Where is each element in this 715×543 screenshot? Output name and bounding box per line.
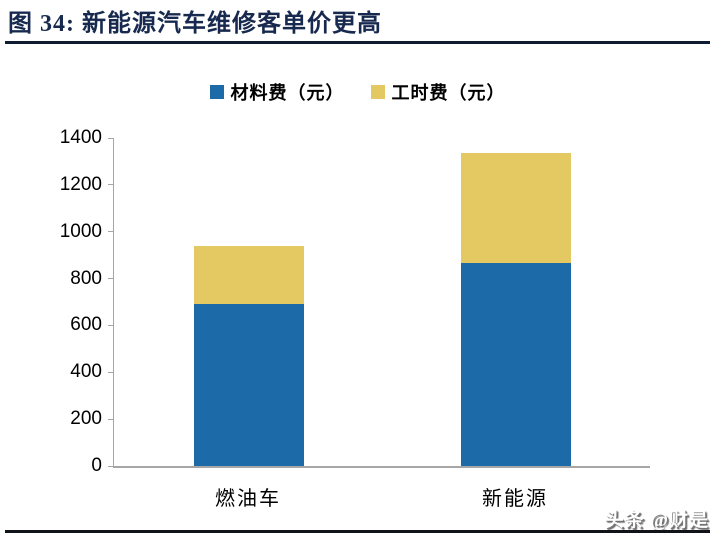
legend-item-labor: 工时费（元）	[370, 79, 506, 105]
y-tick-label: 800	[70, 267, 102, 289]
y-tick-mark	[108, 278, 114, 280]
bar-segment-material	[194, 304, 304, 466]
y-tick-mark	[108, 231, 114, 233]
legend-swatch-material-icon	[209, 85, 224, 99]
legend-label-material: 材料费（元）	[230, 83, 345, 103]
y-tick-mark	[108, 418, 114, 420]
legend-swatch-labor-icon	[370, 85, 385, 99]
y-tick-label: 200	[70, 408, 102, 430]
bar-segment-labor	[461, 153, 571, 264]
bottom-divider	[5, 530, 710, 533]
chart-legend: 材料费（元） 工时费（元）	[0, 79, 715, 105]
bar-segment-labor	[194, 245, 304, 305]
chart-title: 图 34: 新能源汽车维修客单价更高	[8, 11, 382, 37]
plot-area	[108, 137, 650, 468]
y-tick-label: 1000	[59, 220, 102, 242]
bar-segment-material	[461, 263, 571, 466]
legend-label-labor: 工时费（元）	[391, 83, 506, 103]
stacked-bar-fuel-vehicle	[194, 245, 304, 466]
y-tick-label: 1200	[59, 173, 102, 195]
y-tick-mark	[108, 137, 114, 139]
x-axis-label-fuel-vehicle: 燃油车	[215, 488, 281, 510]
title-underline	[5, 41, 710, 44]
y-tick-label: 400	[70, 361, 102, 383]
watermark-toutiao: 头条 @财是	[604, 510, 709, 531]
x-axis-label-new-energy: 新能源	[482, 488, 548, 510]
y-tick-label: 600	[70, 314, 102, 336]
legend-item-material: 材料费（元）	[209, 79, 345, 105]
y-tick-mark	[108, 371, 114, 373]
y-tick-label: 1400	[59, 127, 102, 148]
y-tick-label: 0	[91, 455, 102, 476]
stacked-bar-new-energy	[461, 153, 571, 466]
y-tick-mark	[108, 324, 114, 326]
y-tick-mark	[108, 465, 114, 467]
y-axis-labels: 0 200 400 600 800 1000 1200 1400	[0, 128, 102, 476]
y-tick-mark	[108, 184, 114, 186]
